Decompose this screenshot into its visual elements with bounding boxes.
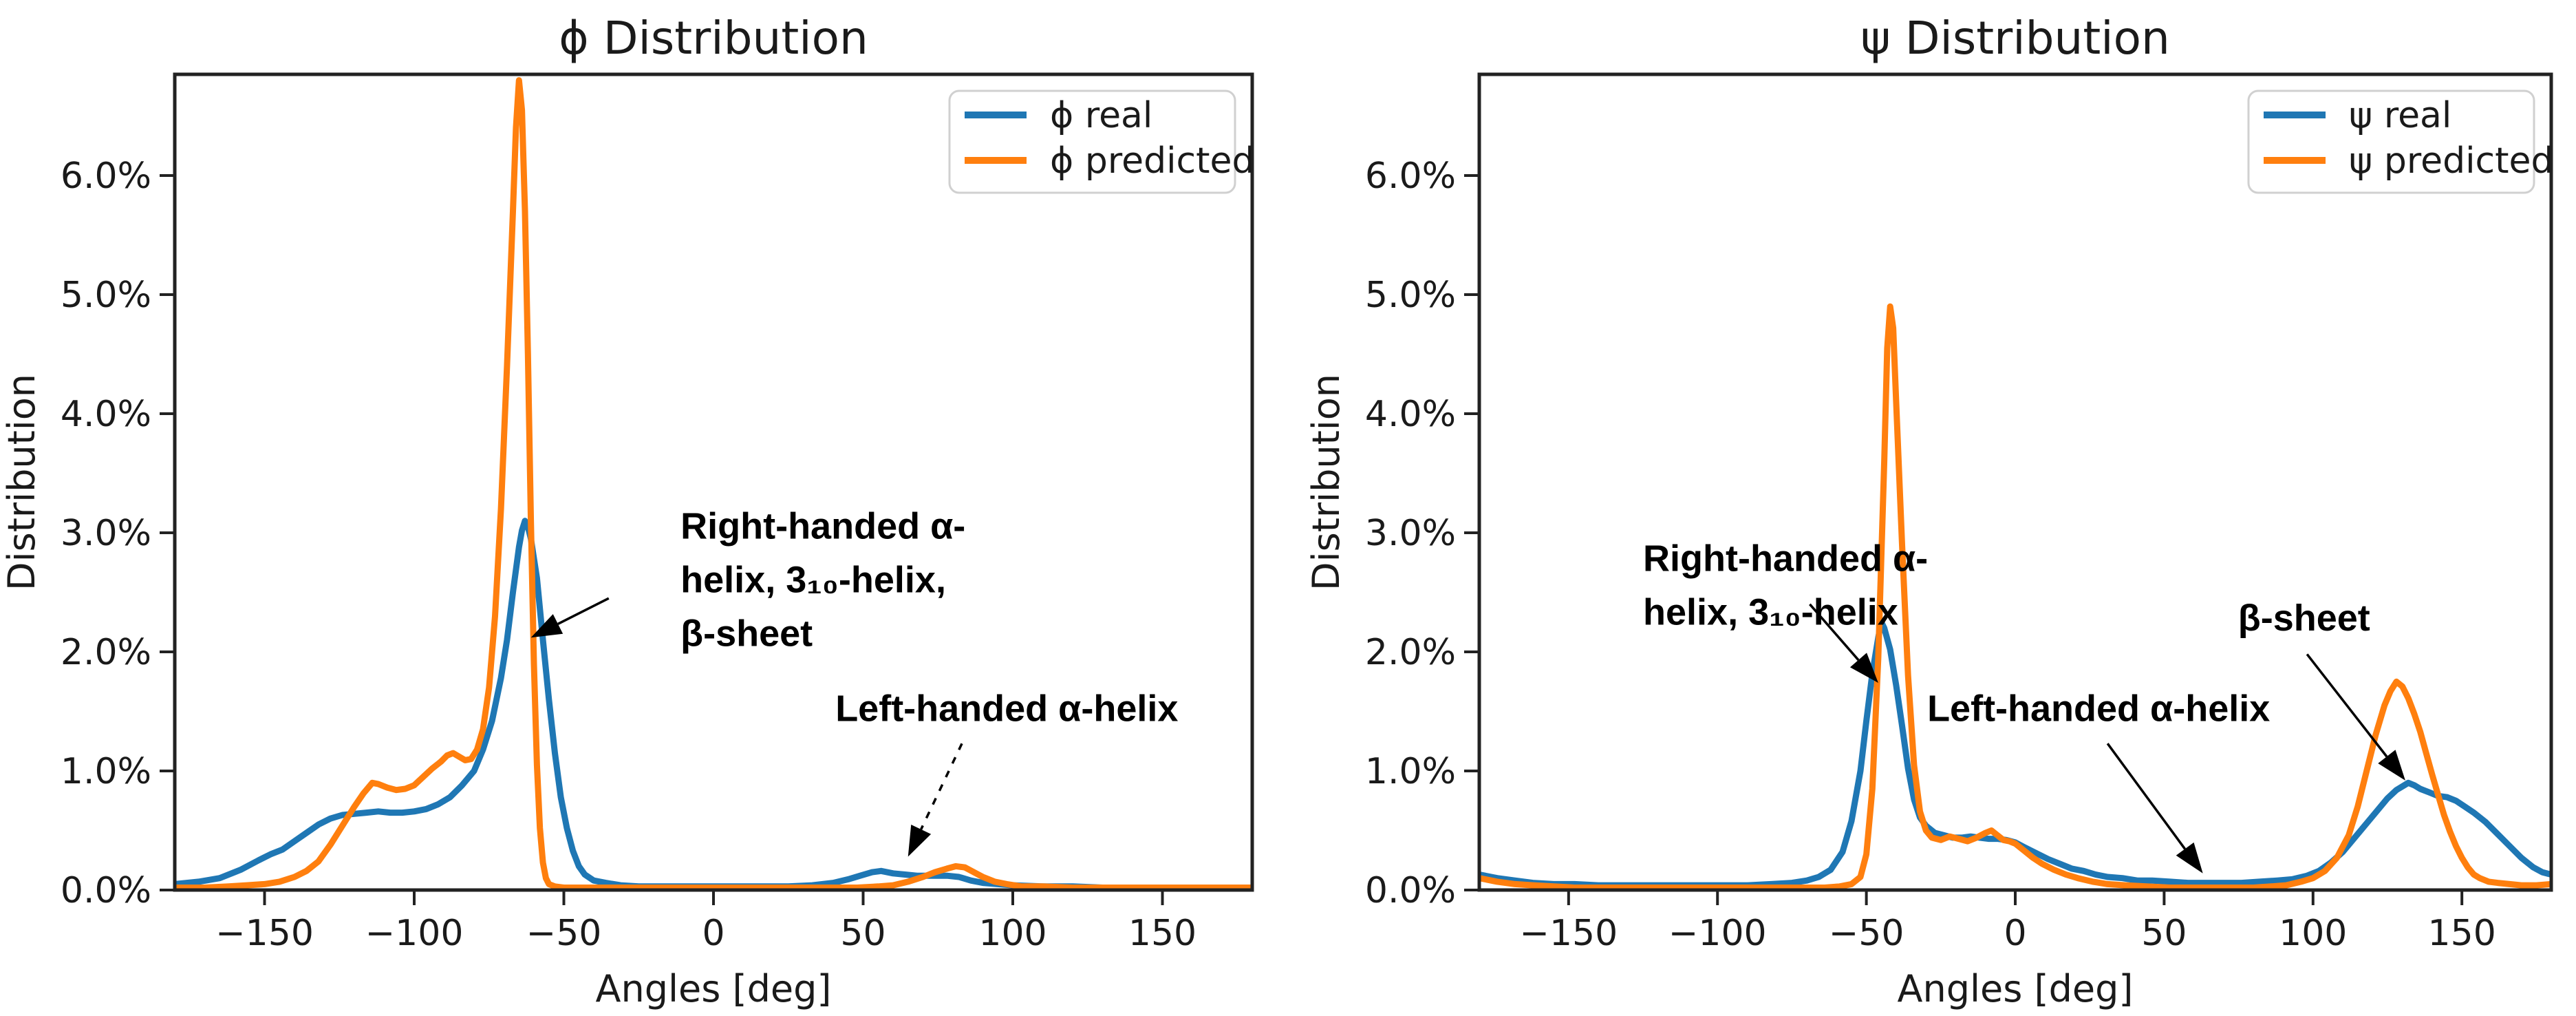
y-tick-label: 3.0% xyxy=(61,513,151,554)
y-tick-label: 5.0% xyxy=(61,275,151,316)
y-tick-label: 6.0% xyxy=(1365,156,1456,197)
x-tick-label: 50 xyxy=(840,913,886,954)
right-handed-helix-label-text: Right-handed α- xyxy=(1643,538,1928,579)
x-axis-label: Angles [deg] xyxy=(1898,967,2134,1010)
series-group xyxy=(175,77,1252,890)
x-tick-label: 100 xyxy=(2279,913,2347,954)
legend-label: ψ real xyxy=(2349,95,2451,136)
legend-label: ψ predicted xyxy=(2349,140,2554,182)
left-handed-helix-label-arrowhead-icon xyxy=(2176,842,2203,874)
right-handed-helix-label: Right-handed α-helix, 3₁₀-helix xyxy=(1643,538,1928,683)
axes: −150 −100 −50 0 50 100 150 0.0% 1.0% 2.0% 3.0% 4.0%… xyxy=(1365,156,2496,954)
x-tick-label: −150 xyxy=(215,913,314,954)
y-tick-label: 2.0% xyxy=(61,632,151,673)
right-handed-helix-label-arrow-line xyxy=(1809,603,1860,661)
beta-sheet-label-arrow-line xyxy=(2306,653,2388,758)
x-tick-label: 100 xyxy=(978,913,1046,954)
real-line xyxy=(1479,619,2551,889)
axes: −150 −100 −50 0 50 100 150 0.0% 1.0% 2.0% 3.0% 4.0%… xyxy=(61,156,1196,954)
x-tick-label: 0 xyxy=(702,913,724,954)
x-tick-label: 50 xyxy=(2141,913,2187,954)
right-handed-helix-label-text: Right-handed α- xyxy=(680,506,965,547)
left-handed-helix-label-text: Left-handed α-helix xyxy=(835,688,1178,729)
beta-sheet-label-arrowhead-icon xyxy=(2378,750,2405,781)
legend-item-predicted: ϕ predicted xyxy=(965,140,1255,182)
series-group xyxy=(1479,303,2551,890)
right-handed-helix-label-text: helix, 3₁₀-helix, xyxy=(680,560,946,601)
x-tick-label: 0 xyxy=(2004,913,2026,954)
y-tick-label: 1.0% xyxy=(1365,751,1456,792)
legend-item-real: ψ real xyxy=(2264,95,2451,136)
chart-title: ϕ Distribution xyxy=(559,12,868,65)
left-handed-helix-label: Left-handed α-helix xyxy=(835,688,1178,857)
right-handed-helix-label-arrowhead-icon xyxy=(530,614,564,638)
psi-distribution-chart: ψ Distribution −150 −100 −50 0 50 100 150 0.0% 1.… xyxy=(1288,0,2576,1016)
right-handed-helix-label-text: β-sheet xyxy=(680,613,813,655)
plot-frame xyxy=(173,72,1254,892)
y-tick-label: 0.0% xyxy=(61,870,151,911)
left-handed-helix-label-arrow-line xyxy=(920,743,963,830)
y-tick-label: 4.0% xyxy=(1365,394,1456,435)
y-tick-label: 1.0% xyxy=(61,751,151,792)
left-handed-helix-label-arrow-line xyxy=(2106,743,2187,850)
beta-sheet-label: β-sheet xyxy=(2238,597,2405,781)
beta-sheet-label-text: β-sheet xyxy=(2238,597,2370,639)
y-tick-label: 3.0% xyxy=(1365,513,1456,554)
y-axis-label: Distribution xyxy=(1305,374,1348,591)
phi-distribution-chart: ϕ Distribution −150 −100 −50 0 50 100 150 0.0% 1.… xyxy=(0,12,1255,1010)
x-tick-label: −50 xyxy=(526,913,602,954)
right-handed-helix-label-arrow-line xyxy=(557,597,610,625)
left-handed-helix-label-text: Left-handed α-helix xyxy=(1927,688,2270,729)
x-tick-label: −100 xyxy=(365,913,464,954)
y-tick-label: 0.0% xyxy=(1365,870,1456,911)
legend-label: ϕ real xyxy=(1050,95,1152,136)
x-tick-label: −100 xyxy=(1668,913,1767,954)
legend-item-predicted: ψ predicted xyxy=(2264,140,2554,182)
y-tick-label: 4.0% xyxy=(61,394,151,435)
x-axis-label: Angles [deg] xyxy=(596,967,832,1010)
right-handed-helix-label: Right-handed α-helix, 3₁₀-helix, β-sheet xyxy=(530,506,965,655)
right-handed-helix-label-arrowhead-icon xyxy=(1849,653,1878,683)
left-handed-helix-label-arrowhead-icon xyxy=(908,824,932,857)
x-tick-label: −50 xyxy=(1829,913,1904,954)
right-handed-helix-label-text: helix, 3₁₀-helix xyxy=(1643,591,1898,633)
legend-item-real: ϕ real xyxy=(965,95,1152,136)
left-handed-helix-label: Left-handed α-helix xyxy=(1927,688,2270,874)
legend-label: ϕ predicted xyxy=(1050,140,1255,182)
x-tick-label: 150 xyxy=(2428,913,2496,954)
chart-title: ψ Distribution xyxy=(1860,12,2170,65)
predicted-line xyxy=(175,77,1252,890)
x-tick-label: 150 xyxy=(1128,913,1196,954)
plot-frame xyxy=(1477,72,2553,892)
y-tick-label: 6.0% xyxy=(61,156,151,197)
predicted-line xyxy=(1479,303,2551,890)
x-tick-label: −150 xyxy=(1519,913,1618,954)
y-tick-label: 2.0% xyxy=(1365,632,1456,673)
y-axis-label: Distribution xyxy=(0,374,43,591)
y-tick-label: 5.0% xyxy=(1365,275,1456,316)
